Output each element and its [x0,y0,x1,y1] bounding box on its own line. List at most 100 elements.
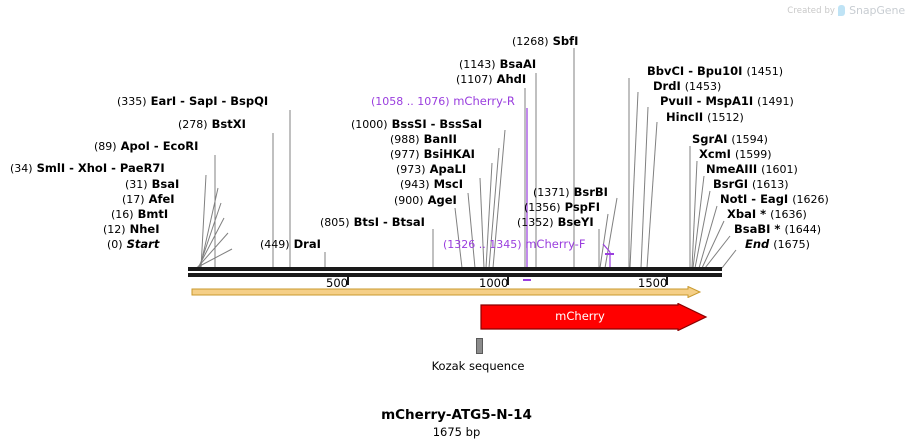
site-names: SmlI - XhoI - PaeR7I [36,161,165,175]
site-position: (1451) [746,65,784,78]
site-names: BmtI [137,207,169,221]
site-label-pspfi: (1356) PspFI [524,201,600,214]
site-label-nhei: (12) NheI [103,223,160,236]
site-label-bsrgi: BsrGI (1613) [713,178,789,191]
site-label-sgrai: SgrAI (1594) [692,133,768,146]
site-label-noti-eagi: NotI - EagI (1626) [720,193,829,206]
site-label-ahdi: (1107) AhdI [456,73,526,86]
primer-name: mCherry-F [525,237,586,251]
site-label-banii: (988) BanII [390,133,457,146]
site-names: BssSI - BssSaI [391,117,483,131]
site-label-drai: (449) DraI [260,238,321,251]
site-label-hincii: HincII (1512) [666,111,744,124]
site-label-drdi: DrdI (1453) [653,80,721,93]
kozak-marker [476,338,483,354]
snapgene-watermark: Created by SnapGene [787,4,905,17]
site-position: (89) [94,140,117,153]
axis-tick-1500 [666,277,668,285]
site-names: BanII [423,132,457,146]
site-position: (0) [107,238,123,251]
site-label-pvuii-mspa1i: PvuII - MspA1I (1491) [660,95,794,108]
site-label-earl-sapi-bspqi: (335) EarI - SapI - BspQI [117,95,268,108]
axis-tick-label-1000: 1000 [479,276,509,290]
site-names: XcmI [699,147,731,161]
site-names: AgeI [427,193,457,207]
site-position: (1626) [792,193,829,206]
site-position: (1356) [524,201,561,214]
site-position: (278) [178,118,208,131]
site-position: (34) [10,162,33,175]
axis-tick-label-500: 500 [326,276,348,290]
site-names: HincII [666,110,704,124]
site-position: (973) [396,163,426,176]
site-position: (335) [117,95,147,108]
site-label-bsihkai: (977) BsiHKAI [390,148,475,161]
primer-label-mcherry-f: (1326 .. 1345) mCherry-F [443,238,585,251]
site-names: ApoI - EcoRI [120,139,199,153]
site-names: MscI [433,177,463,191]
watermark-brand: SnapGene [849,4,905,17]
site-names: BsaI [151,177,180,191]
site-position: (1512) [707,111,744,124]
site-names: Start [126,237,160,251]
site-label-apoi-ecori: (89) ApoI - EcoRI [94,140,198,153]
primer-label-mcherry-r: (1058 .. 1076) mCherry-R [371,95,515,108]
feature-arrow-mcherry[interactable] [480,303,710,331]
site-names: BsiHKAI [423,147,475,161]
site-names: PspFI [564,200,601,214]
primer-range: (1058 .. 1076) [371,95,450,108]
site-label-msci: (943) MscI [400,178,463,191]
site-label-bsrbi: (1371) BsrBI [533,186,608,199]
axis-tick-label-1500: 1500 [638,276,668,290]
site-label-bmti: (16) BmtI [111,208,168,221]
site-label-nmeaiii: NmeAIII (1601) [706,163,798,176]
site-position: (31) [125,178,148,191]
backbone-arrow [191,286,702,298]
site-names: BsaAI [499,57,537,71]
site-position: (449) [260,238,290,251]
site-names: DrdI [653,79,681,93]
sequence-length-label: 1675 bp [432,425,481,439]
site-position: (1371) [533,186,570,199]
site-label-bsaai: (1143) BsaAI [459,58,536,71]
site-label-end: End (1675) [745,238,810,251]
primer-range: (1326 .. 1345) [443,238,522,251]
site-label-bstxi: (278) BstXI [178,118,246,131]
feature-label-mcherry: mCherry [555,309,605,323]
watermark-prefix: Created by [787,5,836,16]
site-label-bsabi: BsaBI * (1644) [734,223,821,236]
site-position: (1107) [456,73,493,86]
site-names: BseYI [557,215,594,229]
site-position: (1453) [684,80,722,93]
site-label-xcmi: XcmI (1599) [699,148,772,161]
sequence-axis-top [188,267,722,271]
primer-mark-mcherry-r [523,279,531,281]
site-position: (12) [103,223,126,236]
site-position: (977) [390,148,420,161]
site-names: AfeI [148,192,175,206]
site-position: (1268) [512,35,549,48]
site-label-smli-xhoi-paer7i: (34) SmlI - XhoI - PaeR7I [10,162,165,175]
site-label-bseyi: (1352) BseYI [517,216,594,229]
site-names: BsrGI [713,177,748,191]
site-names: BtsI - BtsaI [353,215,425,229]
site-names: BbvCI - Bpu10I [647,64,743,78]
site-names: End [745,237,770,251]
site-position: (1352) [517,216,554,229]
site-position: (805) [320,216,350,229]
site-position: (1675) [773,238,810,251]
site-names: AhdI [496,72,527,86]
site-names: SgrAI [692,132,728,146]
primer-mark-mcherry-f [605,253,614,255]
site-names: NheI [129,222,160,236]
site-names: PvuII - MspA1I [660,94,754,108]
site-label-bsssi-bssai: (1000) BssSI - BssSaI [351,118,482,131]
site-position: (1636) [770,208,807,221]
site-position: (17) [122,193,145,206]
axis-tick-1000 [507,277,509,285]
site-names: NmeAIII [706,162,758,176]
site-names: XbaI * [727,207,767,221]
primer-name: mCherry-R [453,94,515,108]
site-position: (1601) [761,163,798,176]
